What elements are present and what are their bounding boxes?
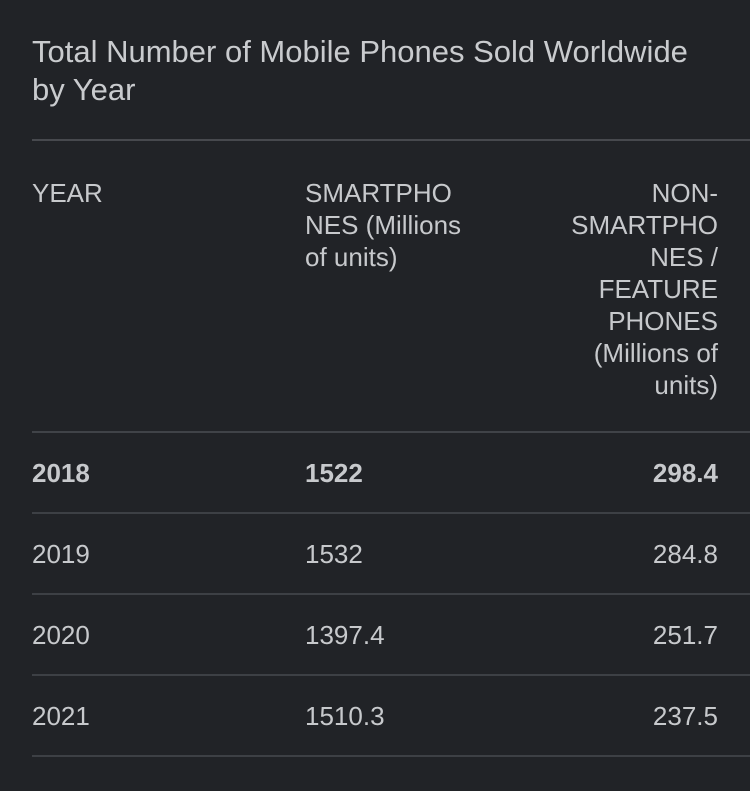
column-header-non-smartphones: NON- SMARTPHO NES / FEATURE PHONES (Mill… [571,178,718,400]
smartphones-cell: 1397.4 [305,619,385,650]
year-cell: 2019 [32,538,90,569]
smartphones-cell: 1532 [305,538,363,569]
non-smartphones-cell: 251.7 [652,619,718,650]
smartphones-cell: 1510.3 [305,700,385,731]
table-row: 2021 1510.3 237.5 [32,676,750,757]
title-divider [32,139,750,141]
page-title: Total Number of Mobile Phones Sold World… [32,34,688,107]
year-cell: 2020 [32,619,90,650]
non-smartphones-cell: 298.4 [652,457,718,488]
table-header-row: YEAR SMARTPHO NES (Millions of units) NO… [32,141,750,433]
year-cell: 2018 [32,457,90,488]
year-cell: 2021 [32,700,90,731]
table-row: 2018 1522 298.4 [32,433,750,514]
table-row: 2019 1532 284.8 [32,514,750,595]
non-smartphones-cell: 237.5 [652,700,718,731]
table-row: 2020 1397.4 251.7 [32,595,750,676]
column-header-smartphones: SMARTPHO NES (Millions of units) [305,178,462,272]
smartphones-cell: 1522 [305,457,363,488]
page: Total Number of Mobile Phones Sold World… [32,34,750,757]
phones-sold-table: YEAR SMARTPHO NES (Millions of units) NO… [32,141,750,757]
non-smartphones-cell: 284.8 [652,538,718,569]
column-header-year: YEAR [32,178,103,208]
